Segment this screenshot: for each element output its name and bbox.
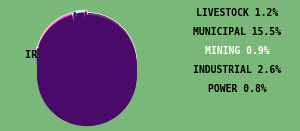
Text: IRRIGATION 78.9%: IRRIGATION 78.9%: [25, 50, 124, 60]
Wedge shape: [37, 17, 137, 117]
Wedge shape: [37, 27, 137, 126]
Wedge shape: [76, 12, 87, 62]
Text: INDUSTRIAL 2.6%: INDUSTRIAL 2.6%: [193, 65, 281, 75]
Wedge shape: [38, 27, 85, 75]
Wedge shape: [36, 57, 85, 73]
Text: LIVESTOCK 1.2%: LIVESTOCK 1.2%: [196, 8, 278, 18]
Wedge shape: [73, 23, 86, 72]
Wedge shape: [36, 53, 85, 69]
Wedge shape: [73, 16, 86, 65]
Wedge shape: [84, 24, 87, 74]
Wedge shape: [37, 12, 137, 112]
Wedge shape: [73, 11, 86, 60]
Wedge shape: [73, 21, 86, 69]
Wedge shape: [84, 15, 87, 64]
Wedge shape: [76, 24, 87, 74]
Wedge shape: [76, 17, 87, 67]
Wedge shape: [37, 24, 137, 124]
Wedge shape: [36, 60, 85, 76]
Wedge shape: [36, 50, 85, 66]
Text: MUNICIPAL 15.5%: MUNICIPAL 15.5%: [193, 27, 281, 37]
Wedge shape: [84, 10, 87, 60]
Wedge shape: [84, 19, 87, 69]
Text: POWER 0.8%: POWER 0.8%: [208, 84, 266, 94]
Wedge shape: [73, 13, 86, 62]
Wedge shape: [38, 20, 85, 67]
Wedge shape: [84, 17, 87, 67]
Wedge shape: [76, 15, 87, 64]
Wedge shape: [37, 15, 137, 114]
Wedge shape: [38, 17, 85, 65]
Wedge shape: [38, 24, 85, 72]
Wedge shape: [38, 12, 85, 60]
Wedge shape: [36, 46, 85, 62]
Wedge shape: [76, 22, 87, 72]
Wedge shape: [76, 20, 87, 69]
Wedge shape: [38, 22, 85, 70]
Wedge shape: [38, 15, 85, 63]
Wedge shape: [37, 22, 137, 121]
Wedge shape: [84, 22, 87, 72]
Wedge shape: [84, 12, 87, 62]
Wedge shape: [36, 55, 85, 71]
Wedge shape: [36, 48, 85, 64]
Wedge shape: [73, 25, 86, 74]
Wedge shape: [37, 20, 137, 119]
Wedge shape: [76, 10, 87, 60]
Wedge shape: [73, 18, 86, 67]
Text: MINING 0.9%: MINING 0.9%: [205, 46, 269, 56]
